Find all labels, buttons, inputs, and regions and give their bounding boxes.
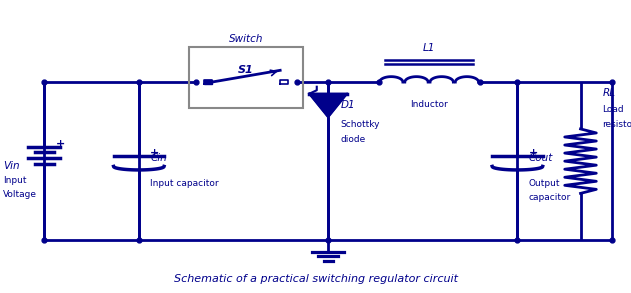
Text: Schematic of a practical switching regulator circuit: Schematic of a practical switching regul… [174,274,457,284]
Text: Switch: Switch [229,34,263,44]
Text: resistor: resistor [603,120,631,129]
Text: D1: D1 [341,100,355,110]
Text: Cout: Cout [529,153,553,163]
Text: Inductor: Inductor [410,100,448,109]
Polygon shape [309,94,347,117]
Bar [189,47,303,108]
Text: Vin: Vin [3,161,20,171]
Text: Voltage: Voltage [3,190,37,200]
Polygon shape [204,80,212,84]
Text: +: + [56,139,65,149]
Text: RL: RL [603,88,616,98]
Text: capacitor: capacitor [529,193,571,202]
Text: S1: S1 [239,65,254,75]
Text: +: + [150,148,160,158]
Text: Input: Input [3,176,27,185]
Text: Load: Load [603,105,624,115]
Text: diode: diode [341,135,366,144]
Text: +: + [529,148,538,158]
Text: Input capacitor: Input capacitor [150,179,219,188]
Text: Cin: Cin [150,153,167,163]
Text: Schottky: Schottky [341,120,380,129]
Text: Output: Output [529,179,560,188]
Text: L1: L1 [423,43,435,53]
